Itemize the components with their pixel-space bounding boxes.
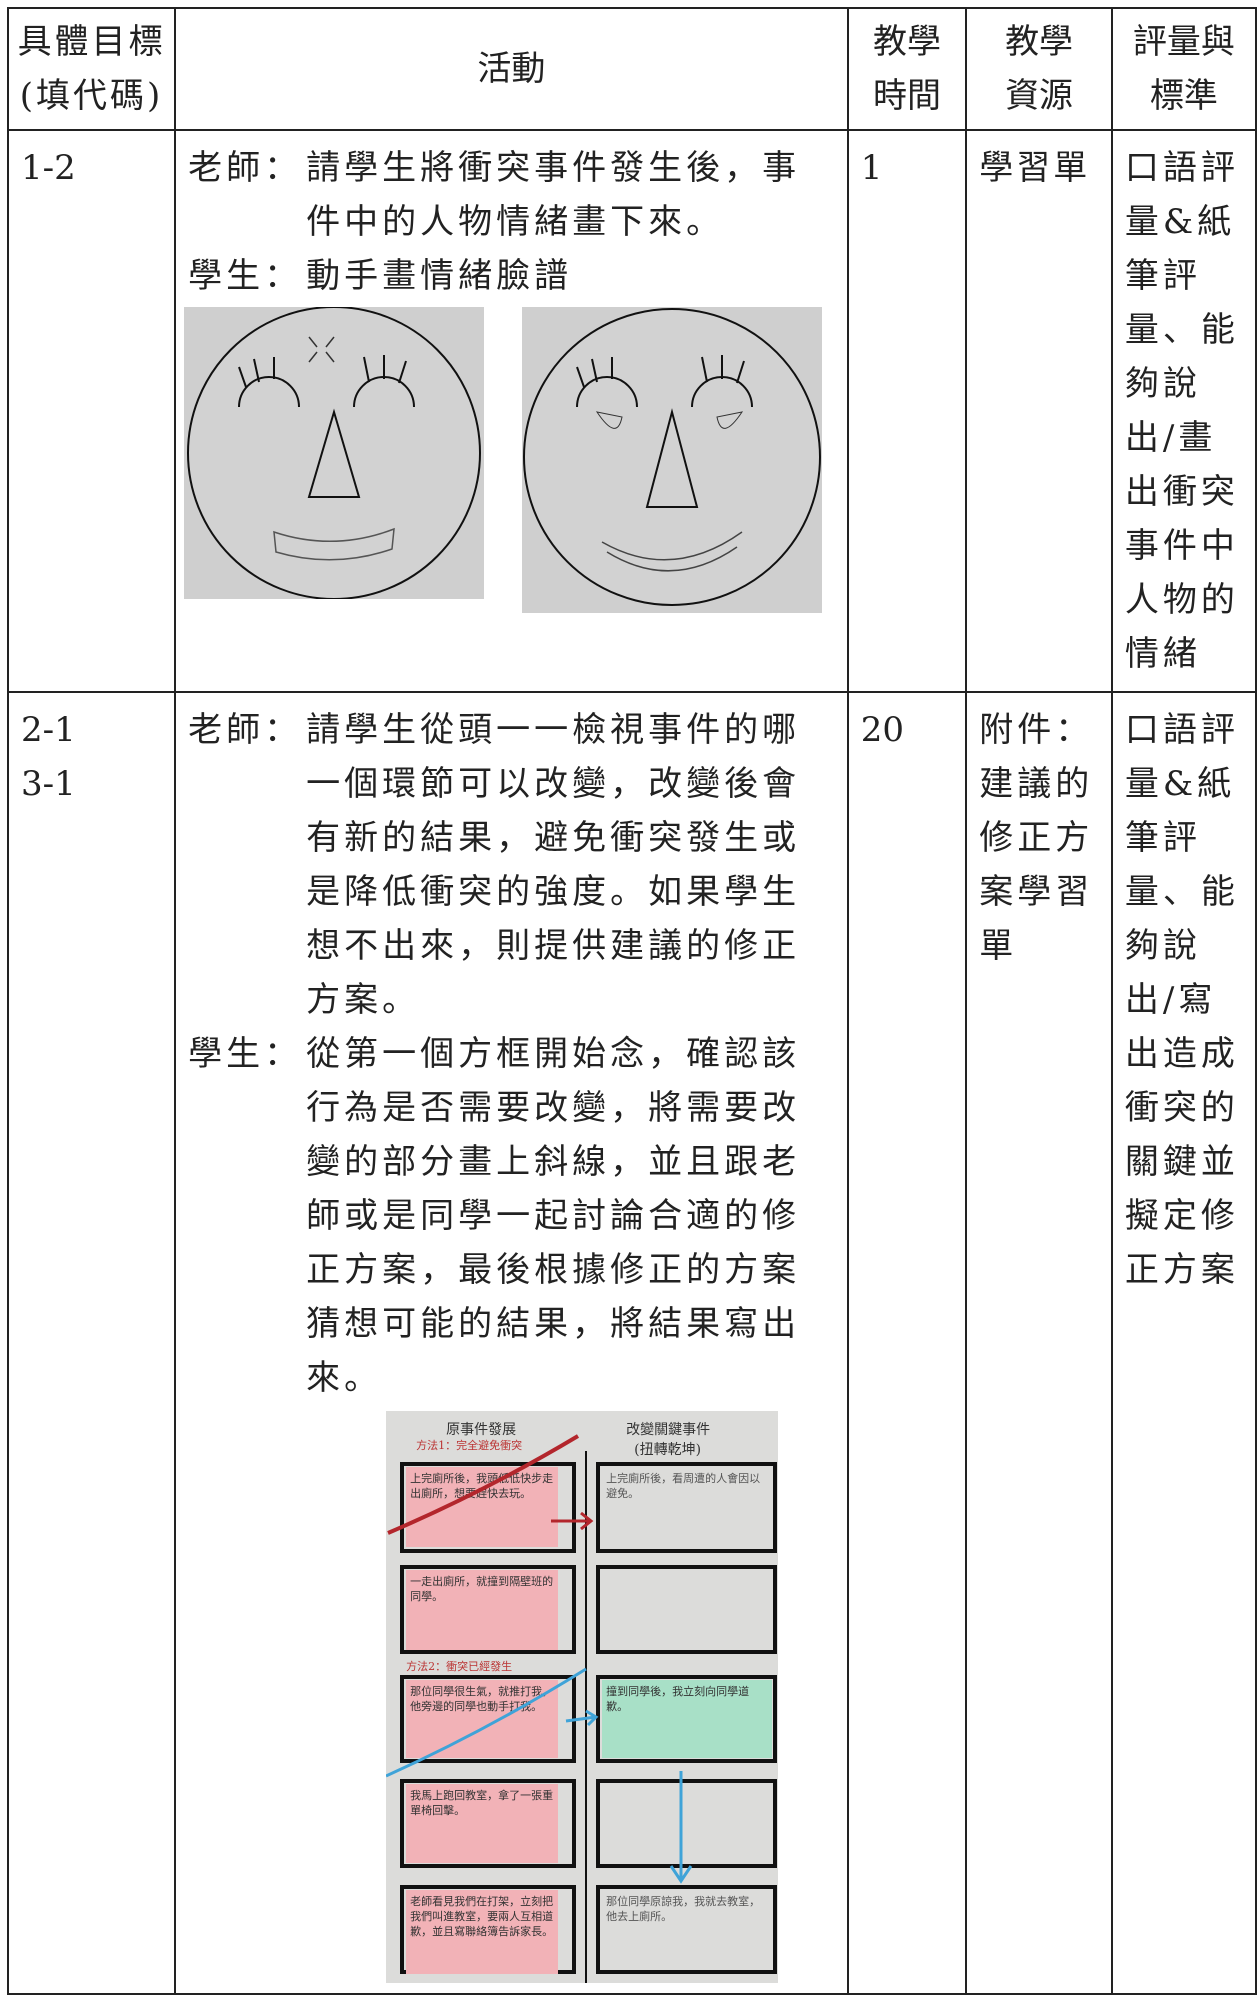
card-subtitle: (扭轉乾坤) bbox=[634, 1442, 702, 1458]
goal: 1-2 bbox=[6, 129, 177, 693]
note: 上完廁所後，看周遭的人會因以避免。 bbox=[606, 1472, 761, 1500]
activity-line: 老師： 請學生將衝突事件發生後，事件中的人物情緒畫下來。 bbox=[188, 141, 835, 249]
header-cell: 具體目標 (填代碼) bbox=[6, 7, 177, 131]
page: {"table":{"header":["具體目標\n(填代碼)","活動","… bbox=[6, 7, 1257, 1995]
activity-body: 從第一個方框開始念，確認該行為是否需要改變，將需要改變的部分畫上斜線，並且跟老師… bbox=[306, 1027, 835, 1983]
header-row: 具體目標 (填代碼) 活動 教學 時間 教學 資源 評量與 標準 bbox=[6, 7, 1257, 131]
time: 20 bbox=[846, 691, 968, 1995]
box bbox=[400, 1462, 577, 1553]
activity: 老師： 請學生將衝突事件發生後，事件中的人物情緒畫下來。 學生： 動手畫情緒臉譜 bbox=[174, 129, 849, 693]
time: 1 bbox=[846, 129, 968, 693]
header-cell: 教學 資源 bbox=[965, 7, 1113, 131]
role: 老師： bbox=[188, 148, 303, 188]
activity-line: 學生： 從第一個方框開始念，確認該行為是否需要改變，將需要改變的部分畫上斜線，並且… bbox=[188, 1027, 835, 1983]
card-strokes bbox=[386, 1434, 693, 1884]
face-drawing bbox=[522, 307, 823, 613]
activity-line: 老師： 請學生從頭一一檢視事件的哪一個環節可以改變，改變後會有新的結果，避免衝突發… bbox=[188, 703, 835, 1027]
face-images bbox=[184, 307, 835, 613]
activity-text: 請學生從頭一一檢視事件的哪一個環節可以改變，改變後會有新的結果，避免衝突發生或是… bbox=[306, 710, 801, 1020]
lesson-table: 具體目標 (填代碼) 活動 教學 時間 教學 資源 評量與 標準 1-2 老師：… bbox=[6, 7, 1257, 1995]
row: 1-2 老師： 請學生將衝突事件發生後，事件中的人物情緒畫下來。 學生： 動手畫情緒… bbox=[6, 129, 1257, 693]
note: 撞到同學後，我立刻向同學道歉。 bbox=[602, 1680, 773, 1758]
header-cell: 評量與 標準 bbox=[1110, 7, 1257, 131]
evaluation: 口語評量&紙筆評量、能夠說出/寫出造成衝突的關鍵並擬定修正方案 bbox=[1110, 691, 1257, 1995]
header-cell: 教學 時間 bbox=[846, 7, 968, 131]
role: 老師： bbox=[188, 710, 303, 750]
activity-text: 動手畫情緒臉譜 bbox=[306, 256, 573, 296]
note: 那位同學很生氣，就推打我，他旁邊的同學也動手打我。 bbox=[406, 1680, 559, 1758]
resource: 附件：建議的修正方案學習單 bbox=[965, 691, 1113, 1995]
note: 上完廁所後，我頭低低快步走出廁所，想要趕快去玩。 bbox=[406, 1467, 559, 1547]
annotation: 方法2：衝突已經發生 bbox=[406, 1660, 513, 1673]
box bbox=[400, 1565, 577, 1654]
activity-text: 從第一個方框開始念，確認該行為是否需要改變，將需要改變的部分畫上斜線，並且跟老師… bbox=[306, 1034, 801, 1398]
card-title: 改變關鍵事件 bbox=[626, 1422, 711, 1438]
activity-line: 學生： 動手畫情緒臉譜 bbox=[188, 249, 835, 303]
face-drawing bbox=[184, 307, 485, 599]
evaluation: 口語評量&紙筆評量、能夠說出/畫出衝突事件中人物的情緒 bbox=[1110, 129, 1257, 693]
activity: 老師： 請學生從頭一一檢視事件的哪一個環節可以改變，改變後會有新的結果，避免衝突發… bbox=[174, 691, 849, 1995]
activity-text: 請學生將衝突事件發生後，事件中的人物情緒畫下來。 bbox=[306, 148, 801, 242]
role: 學生： bbox=[188, 1034, 303, 1074]
box bbox=[596, 1675, 778, 1763]
resource: 學習單 bbox=[965, 129, 1113, 693]
box bbox=[596, 1565, 778, 1654]
role: 學生： bbox=[188, 256, 303, 296]
note: 我馬上跑回教室，拿了一張重單椅回擊。 bbox=[406, 1784, 559, 1863]
annotation: 方法1：完全避免衝突 bbox=[416, 1439, 523, 1452]
worksheet-photo: 原事件發展 改變關鍵事件 (扭轉乾坤) 方法1：完全避免衝突 方法2：衝突已經發… bbox=[386, 1411, 779, 1983]
goal: 2-1 3-1 bbox=[6, 691, 177, 1995]
row: 2-1 3-1 老師： 請學生從頭一一檢視事件的哪一個環節可以改變，改變後會有新的… bbox=[6, 691, 1257, 1995]
note: 一走出廁所，就撞到隔壁班的同學。 bbox=[406, 1570, 559, 1650]
box bbox=[596, 1462, 778, 1553]
header-cell: 活動 bbox=[174, 7, 849, 131]
card-title: 原事件發展 bbox=[446, 1422, 517, 1438]
